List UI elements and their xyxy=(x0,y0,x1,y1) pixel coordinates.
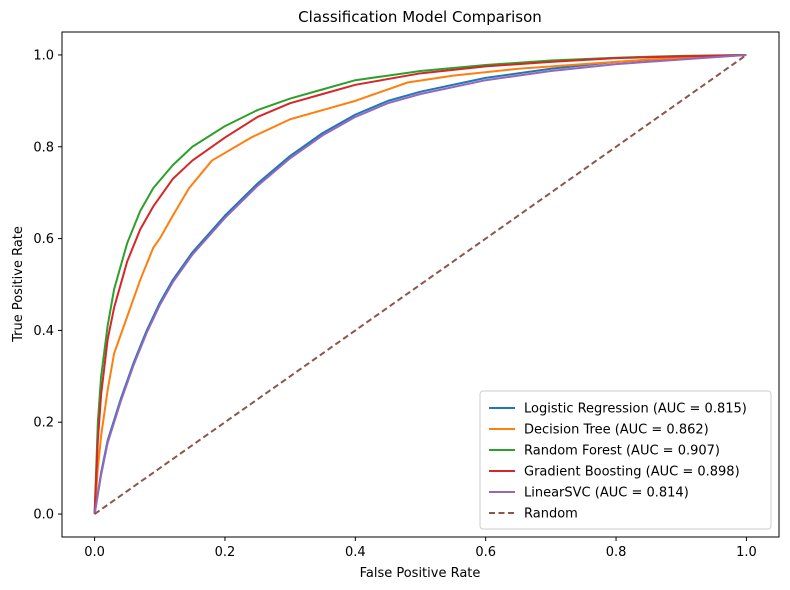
x-tick-label: 0.0 xyxy=(84,545,105,560)
legend-label: LinearSVC (AUC = 0.814) xyxy=(524,486,689,501)
series-line-2 xyxy=(93,53,747,515)
y-tick-label: 0.4 xyxy=(33,324,54,339)
legend-label: Decision Tree (AUC = 0.862) xyxy=(524,423,709,438)
y-tick-label: 0.8 xyxy=(33,140,54,155)
legend-label: Gradient Boosting (AUC = 0.898) xyxy=(524,465,740,480)
x-axis-ticks: 0.0 0.2 0.4 0.6 0.8 1.0 xyxy=(84,537,757,560)
legend-label: Logistic Regression (AUC = 0.815) xyxy=(524,402,747,417)
plot-lines xyxy=(93,53,747,515)
legend-frame xyxy=(479,390,772,530)
x-tick-label: 1.0 xyxy=(736,545,757,560)
y-tick-label: 0.6 xyxy=(33,232,54,247)
series-line-3 xyxy=(93,53,747,515)
legend: Logistic Regression (AUC = 0.815) Decisio… xyxy=(479,390,772,530)
legend-label: Random Forest (AUC = 0.907) xyxy=(524,444,720,459)
x-tick-label: 0.8 xyxy=(606,545,627,560)
x-tick-label: 0.4 xyxy=(345,545,366,560)
chart-title: Classification Model Comparison xyxy=(298,8,542,26)
x-tick-label: 0.2 xyxy=(215,545,236,560)
y-tick-label: 1.0 xyxy=(33,48,54,63)
y-axis-label: True Positive Rate xyxy=(11,226,26,343)
x-tick-label: 0.6 xyxy=(475,545,496,560)
x-axis-label: False Positive Rate xyxy=(360,566,481,581)
y-axis-ticks: 0.0 0.2 0.4 0.6 0.8 1.0 xyxy=(33,48,62,523)
legend-label: Random xyxy=(524,507,578,522)
series-line-4 xyxy=(93,53,747,515)
plot-frame xyxy=(61,31,780,538)
y-tick-label: 0.2 xyxy=(33,416,54,431)
y-tick-label: 0.0 xyxy=(33,508,54,523)
series-line-1 xyxy=(93,53,747,515)
